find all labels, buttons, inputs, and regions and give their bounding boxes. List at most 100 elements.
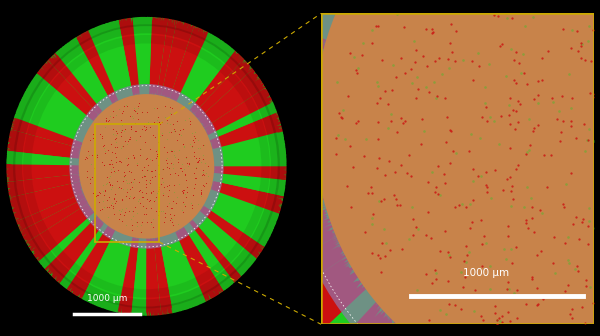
Point — [100, 187, 110, 193]
Point — [437, 71, 447, 77]
Point — [145, 124, 155, 130]
Point — [152, 153, 161, 158]
Point — [141, 124, 151, 129]
Polygon shape — [37, 33, 59, 57]
Polygon shape — [95, 8, 106, 30]
Point — [147, 174, 157, 179]
Point — [533, 122, 543, 128]
Polygon shape — [0, 185, 13, 193]
Point — [587, 0, 597, 1]
Point — [196, 145, 205, 151]
Point — [121, 194, 130, 199]
Point — [527, 215, 537, 220]
Point — [444, 65, 454, 71]
Point — [124, 208, 134, 214]
Point — [199, 142, 208, 148]
Point — [189, 150, 199, 155]
Point — [368, 212, 377, 217]
Point — [523, 225, 533, 230]
Polygon shape — [264, 64, 310, 96]
Point — [148, 224, 157, 229]
Point — [89, 165, 98, 171]
Point — [115, 211, 125, 216]
Point — [511, 167, 520, 172]
Polygon shape — [76, 26, 119, 105]
Polygon shape — [0, 161, 12, 163]
Point — [106, 169, 115, 175]
Point — [178, 161, 187, 166]
Point — [557, 94, 567, 99]
Point — [521, 220, 530, 226]
Point — [372, 165, 382, 170]
Point — [466, 132, 476, 137]
Point — [178, 141, 187, 147]
Point — [460, 274, 470, 280]
Point — [107, 182, 116, 188]
Point — [179, 200, 188, 205]
Point — [108, 205, 118, 211]
Point — [128, 213, 138, 218]
Polygon shape — [0, 105, 19, 123]
Point — [125, 113, 135, 119]
Polygon shape — [187, 0, 197, 30]
Point — [201, 180, 211, 185]
Polygon shape — [89, 218, 342, 336]
Point — [563, 282, 572, 288]
Point — [492, 321, 502, 327]
Point — [109, 114, 118, 119]
Point — [514, 119, 523, 125]
Ellipse shape — [6, 17, 287, 316]
Point — [93, 192, 103, 197]
Point — [117, 110, 127, 116]
Point — [200, 160, 210, 166]
Polygon shape — [269, 82, 320, 108]
Point — [189, 153, 199, 159]
Point — [85, 175, 95, 180]
Point — [142, 167, 152, 172]
Point — [203, 164, 213, 169]
Point — [99, 162, 109, 167]
Point — [121, 178, 131, 183]
Point — [588, 27, 598, 33]
Point — [503, 223, 512, 229]
Polygon shape — [281, 155, 349, 162]
Polygon shape — [241, 18, 278, 64]
Point — [392, 75, 401, 80]
Polygon shape — [153, 310, 160, 336]
Point — [565, 311, 575, 317]
Point — [190, 135, 200, 141]
Point — [497, 320, 506, 325]
Point — [548, 260, 558, 266]
Polygon shape — [169, 23, 210, 103]
Point — [422, 64, 431, 69]
Point — [566, 171, 575, 176]
Point — [112, 139, 121, 144]
Polygon shape — [36, 212, 98, 271]
Point — [158, 190, 168, 195]
Point — [160, 219, 169, 225]
Polygon shape — [157, 14, 178, 97]
Point — [83, 149, 92, 154]
Point — [94, 189, 104, 195]
Point — [169, 182, 179, 187]
Point — [148, 189, 158, 194]
Point — [133, 110, 142, 116]
Point — [198, 167, 208, 173]
Point — [574, 237, 584, 242]
Point — [170, 154, 180, 160]
Point — [150, 197, 160, 202]
Point — [384, 159, 394, 164]
Polygon shape — [272, 216, 321, 234]
Point — [165, 171, 175, 177]
Point — [128, 116, 137, 121]
Point — [440, 181, 450, 186]
Point — [512, 332, 521, 336]
Point — [582, 137, 592, 142]
Point — [128, 195, 138, 201]
Point — [360, 229, 370, 235]
Point — [87, 153, 97, 158]
Point — [372, 101, 382, 106]
Polygon shape — [145, 310, 147, 336]
Point — [520, 204, 529, 209]
Point — [506, 247, 516, 252]
